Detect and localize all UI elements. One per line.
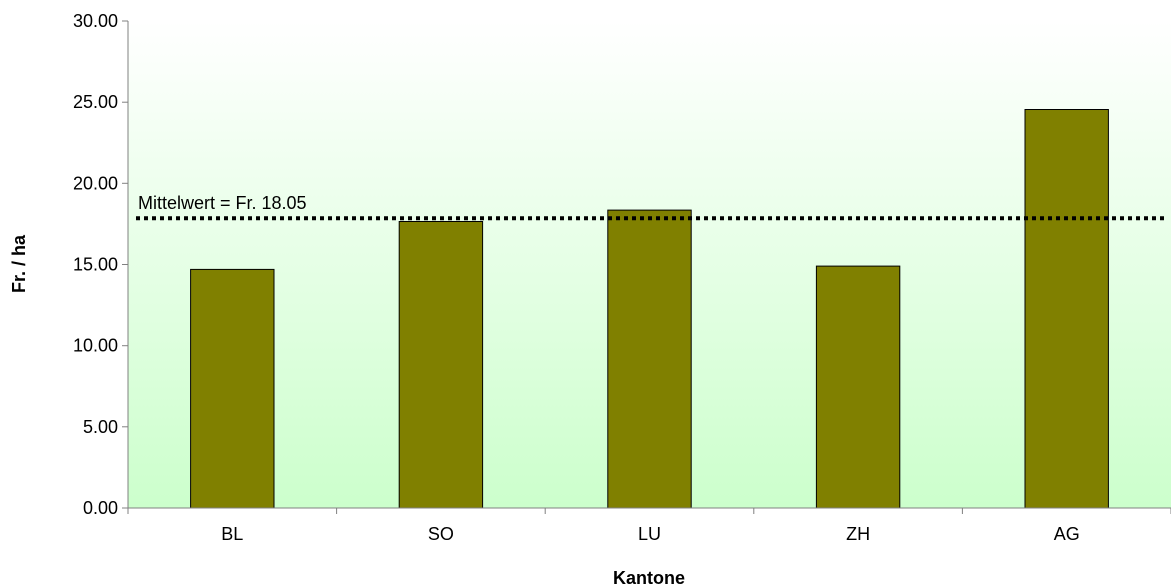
y-tick-label: 30.00 xyxy=(73,11,118,31)
y-tick-label: 15.00 xyxy=(73,255,118,275)
x-tick-label: ZH xyxy=(846,524,870,544)
x-tick-label: SO xyxy=(428,524,454,544)
mean-reference-label: Mittelwert = Fr. 18.05 xyxy=(138,193,307,213)
y-axis-title: Fr. / ha xyxy=(9,234,29,293)
y-tick-label: 20.00 xyxy=(73,173,118,193)
x-axis-title: Kantone xyxy=(613,568,685,587)
y-tick-label: 25.00 xyxy=(73,92,118,112)
x-tick-label: BL xyxy=(221,524,243,544)
bar-bl xyxy=(190,268,275,509)
y-tick-label: 0.00 xyxy=(83,498,118,518)
bar-ag xyxy=(1024,109,1109,509)
bar-so xyxy=(398,221,484,509)
bar-lu xyxy=(607,209,692,509)
bar-zh xyxy=(815,265,901,509)
x-tick-label: LU xyxy=(638,524,661,544)
y-tick-label: 5.00 xyxy=(83,417,118,437)
y-tick-label: 10.00 xyxy=(73,336,118,356)
x-tick-label: AG xyxy=(1054,524,1080,544)
